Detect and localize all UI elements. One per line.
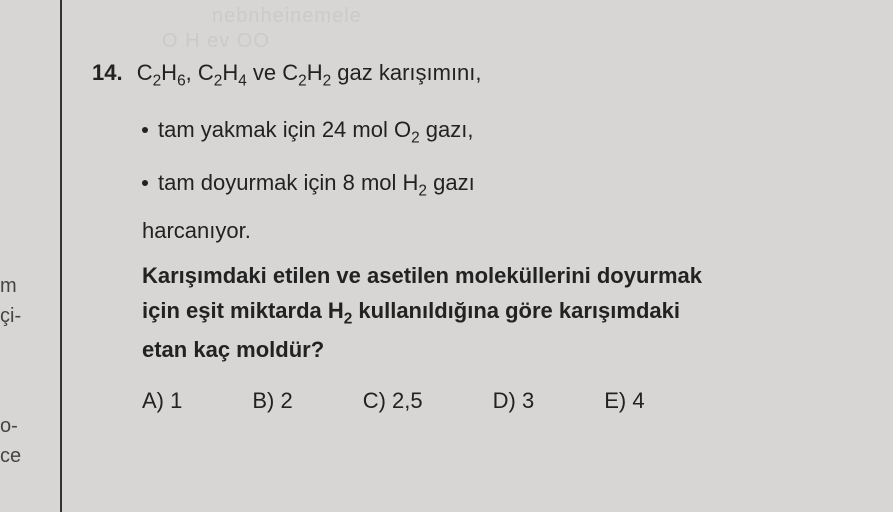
option-d[interactable]: D) 3: [493, 388, 535, 414]
bullet-dot-icon: [142, 180, 148, 186]
formula-sub: 6: [177, 72, 186, 89]
option-e[interactable]: E) 4: [604, 388, 644, 414]
bullet-dot-icon: [142, 127, 148, 133]
formula-sub: 2: [418, 182, 427, 199]
bullet-item-2: tam doyurmak için 8 mol H2 gazı: [142, 165, 893, 204]
stem-text: H: [161, 60, 177, 85]
formula-sub: 2: [411, 129, 420, 146]
prompt-text: kullanıldığına göre karışımdaki: [352, 298, 680, 323]
margin-label-m: m: [0, 275, 17, 298]
question-prompt: Karışımdaki etilen ve asetilen molekülle…: [142, 258, 893, 367]
option-b[interactable]: B) 2: [252, 388, 292, 414]
stem-text: , C: [186, 60, 214, 85]
bleed-through-text: O H ev OO: [162, 30, 270, 53]
option-a[interactable]: A) 1: [142, 388, 182, 414]
formula-sub: 2: [153, 72, 162, 89]
question-page: nebnheinemele O H ev OO 14. C2H6, C2H4 v…: [60, 0, 893, 512]
bullet-text: gazı,: [420, 117, 474, 142]
stem-text: C: [137, 60, 153, 85]
stem-text: gaz karışımını,: [331, 60, 481, 85]
prompt-line-2: için eşit miktarda H2 kullanıldığına gör…: [142, 293, 893, 332]
formula-sub: 2: [323, 72, 332, 89]
consumed-text: harcanıyor.: [142, 218, 893, 244]
bullet-text: tam doyurmak için 8 mol H: [158, 170, 418, 195]
left-margin-labels: m çi- o- ce: [0, 0, 40, 512]
bullet-text: tam yakmak için 24 mol O: [158, 117, 411, 142]
formula-sub: 4: [238, 72, 247, 89]
prompt-line-3: etan kaç moldür?: [142, 332, 893, 367]
bleed-through-text: nebnheinemele: [212, 5, 362, 28]
stem-text: ve C: [247, 60, 298, 85]
bullet-item-1: tam yakmak için 24 mol O2 gazı,: [142, 112, 893, 151]
bullet-text: gazı: [427, 170, 475, 195]
formula-sub: 2: [298, 72, 307, 89]
margin-label-ce: ce: [0, 445, 21, 468]
prompt-line-1: Karışımdaki etilen ve asetilen molekülle…: [142, 258, 893, 293]
stem-text: H: [307, 60, 323, 85]
option-c[interactable]: C) 2,5: [363, 388, 423, 414]
prompt-text: için eşit miktarda H: [142, 298, 344, 323]
question-number: 14.: [92, 55, 123, 90]
margin-label-o: o-: [0, 415, 18, 438]
stem-text: H: [222, 60, 238, 85]
margin-label-ci: çi-: [0, 305, 21, 328]
question-stem: 14. C2H6, C2H4 ve C2H2 gaz karışımını,: [92, 55, 893, 94]
answer-options: A) 1 B) 2 C) 2,5 D) 3 E) 4: [142, 388, 893, 414]
